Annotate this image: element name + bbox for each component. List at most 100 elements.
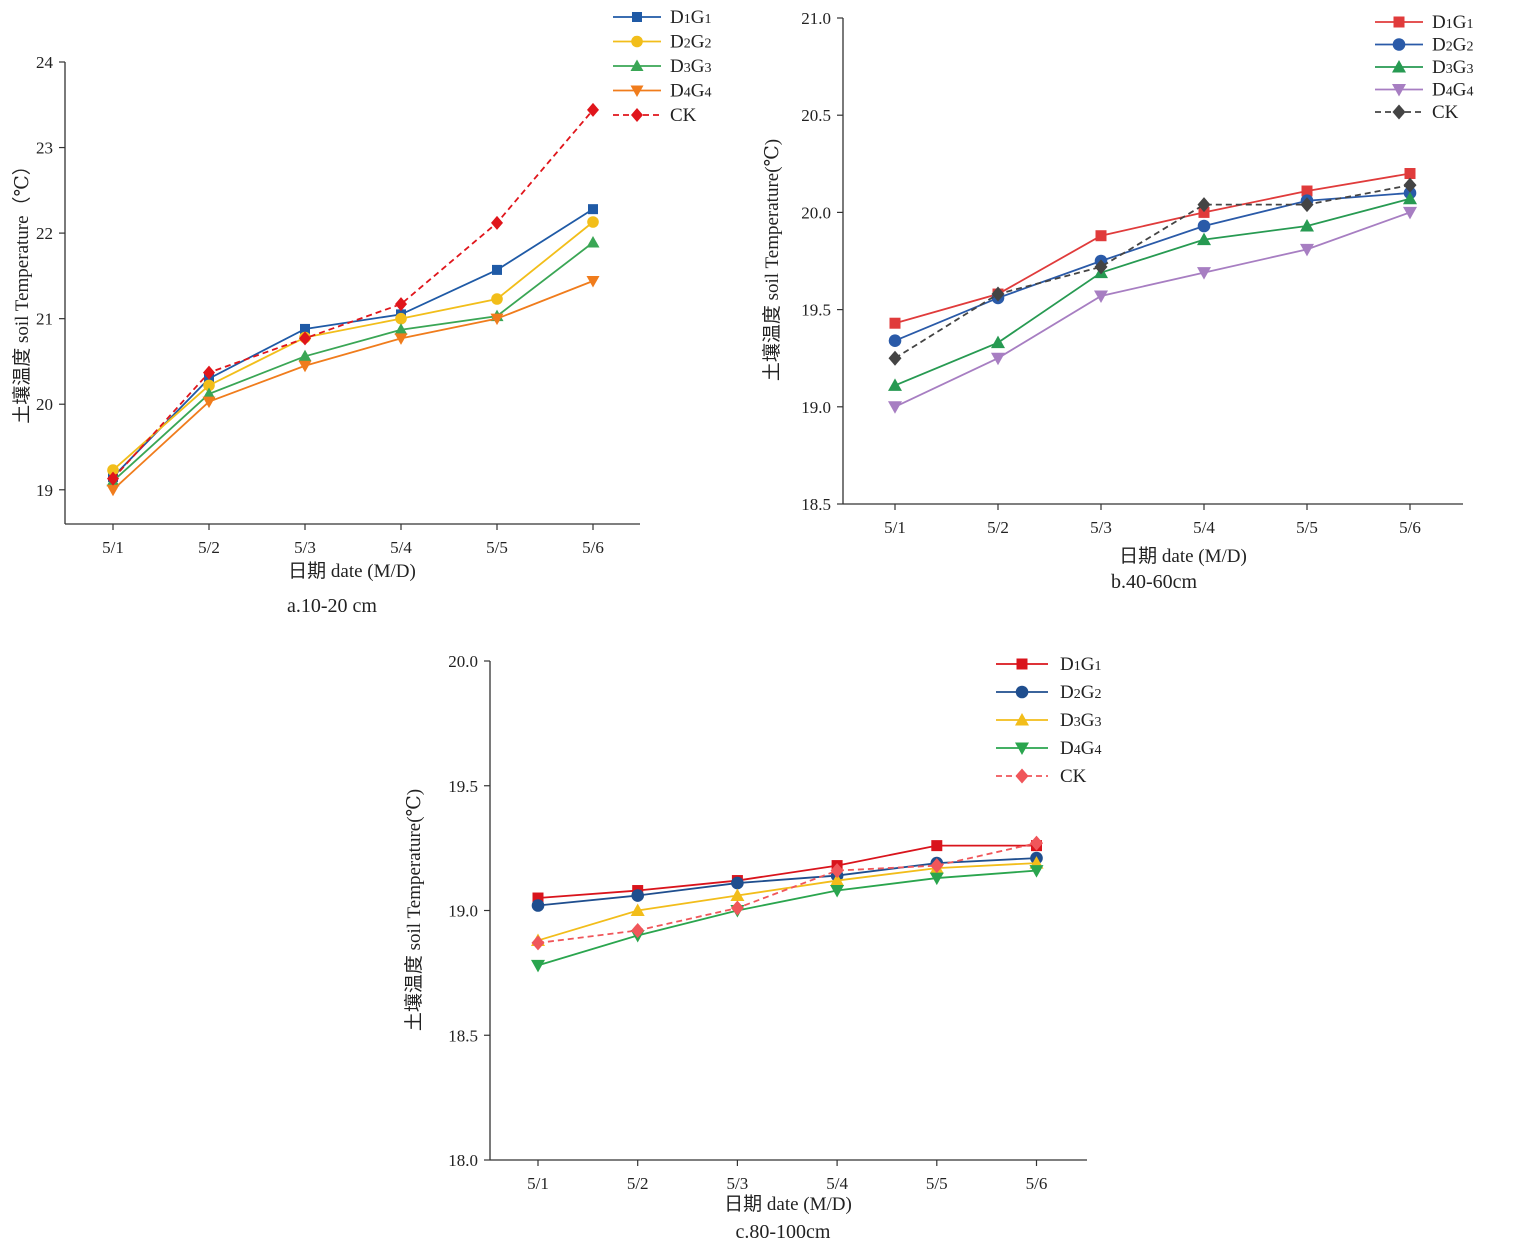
legend-marker [631, 35, 643, 48]
panel-caption: c.80-100cm [736, 1221, 831, 1243]
legend-marker [1392, 60, 1406, 73]
data-point [588, 204, 598, 215]
y-tick-label: 19.5 [801, 301, 831, 320]
series-ck [531, 835, 1043, 951]
data-point [1094, 259, 1108, 275]
x-tick-label: 5/6 [1399, 518, 1421, 537]
y-tick-label: 21 [36, 310, 53, 329]
series-d3g3 [888, 191, 1417, 391]
y-tick-label: 19.0 [801, 398, 831, 417]
y-tick-label: 20 [36, 395, 53, 414]
legend-marker [631, 108, 643, 122]
x-tick-label: 5/6 [582, 538, 604, 557]
data-point [1301, 185, 1313, 197]
legend-marker [1392, 84, 1406, 97]
series-d2g2 [107, 216, 599, 476]
series-line [112, 109, 594, 480]
x-axis-label: 日期 date (M/D) [1119, 545, 1247, 567]
data-point [394, 333, 408, 345]
data-point [889, 317, 901, 329]
data-point [930, 858, 944, 874]
x-tick-label: 5/3 [727, 1174, 749, 1193]
x-tick-label: 5/5 [1296, 518, 1318, 537]
data-point [1300, 243, 1314, 257]
data-point [203, 365, 215, 380]
y-tick-label: 24 [36, 53, 54, 72]
y-axis-label: 土壤温度 soil Temperature(℃) [761, 139, 783, 381]
legend: D1G1 D2G2 D3G3 D4G4 CK [996, 654, 1101, 787]
data-point [395, 312, 407, 325]
data-point [587, 216, 599, 228]
data-point [631, 922, 645, 938]
y-tick-label: 19 [36, 481, 53, 500]
data-point [299, 331, 311, 346]
x-tick-label: 5/1 [102, 538, 124, 557]
data-point [1197, 219, 1211, 233]
panel-caption: b.40-60cm [1111, 571, 1198, 593]
y-tick-label: 20.0 [801, 203, 831, 222]
series-d2g2 [888, 186, 1417, 348]
data-point [531, 899, 545, 912]
legend-label: D4G4 [670, 81, 711, 102]
y-tick-label: 21.0 [801, 9, 831, 28]
data-point [203, 379, 215, 392]
data-point [491, 293, 503, 305]
legend-label: D1G1 [670, 7, 711, 28]
series-line [894, 172, 1411, 325]
data-point [532, 892, 544, 904]
legend-label: D1G1 [1432, 12, 1473, 33]
legend-label: D3G3 [1060, 710, 1101, 731]
data-point [1300, 197, 1314, 213]
data-point [929, 872, 944, 886]
series-line [894, 192, 1411, 342]
y-tick-label: 18.5 [448, 1026, 478, 1045]
series-line [537, 869, 1037, 967]
data-point [1197, 267, 1211, 280]
data-point [1197, 197, 1211, 213]
series-d3g3 [106, 236, 600, 487]
series-line [894, 197, 1411, 387]
y-tick-label: 19.0 [448, 902, 478, 921]
data-point [1198, 206, 1210, 218]
data-point [531, 959, 545, 973]
data-point [298, 349, 312, 362]
series-line [112, 221, 594, 471]
x-axis-label: 日期 date (M/D) [288, 560, 416, 582]
data-point [991, 352, 1005, 366]
x-tick-label: 5/5 [926, 1174, 948, 1193]
x-axis-label: 日期 date (M/D) [724, 1193, 852, 1215]
series-d2g2 [531, 851, 1043, 912]
legend-marker [1016, 658, 1028, 670]
legend-label: CK [670, 105, 697, 126]
data-point [492, 264, 502, 275]
data-point [830, 873, 845, 887]
data-point [830, 885, 845, 898]
chart-panel-2: 18.5 19.0 19.5 20.0 20.5 21.0 5/1 5/2 5/3 5/4 5/5 5… [761, 9, 1473, 593]
data-point [731, 876, 744, 890]
data-point [1300, 219, 1314, 232]
legend-marker [1015, 742, 1029, 755]
legend-marker [1392, 38, 1406, 51]
x-tick-label: 5/4 [1193, 518, 1215, 537]
x-tick-label: 5/3 [294, 538, 316, 557]
legend-label: D2G2 [1432, 35, 1473, 56]
data-point [300, 323, 310, 334]
y-tick-label: 22 [36, 224, 53, 243]
data-point [1403, 206, 1417, 220]
series-ck [888, 177, 1417, 366]
data-point [1095, 230, 1107, 242]
x-tick-label: 5/3 [1090, 518, 1112, 537]
data-point [586, 276, 600, 288]
y-axis-label: 土壤温度 soil Temperature(℃) [403, 789, 425, 1031]
data-point [1030, 835, 1043, 851]
x-tick-label: 5/5 [486, 538, 508, 557]
series-d4g4 [888, 206, 1417, 414]
y-tick-label: 23 [36, 139, 53, 158]
series-line [894, 211, 1411, 408]
data-point [1403, 191, 1417, 205]
legend-marker [1015, 685, 1029, 699]
data-point [202, 387, 216, 399]
legend-marker [1392, 104, 1406, 120]
legend-marker [630, 59, 644, 71]
x-tick-label: 5/4 [390, 538, 412, 557]
